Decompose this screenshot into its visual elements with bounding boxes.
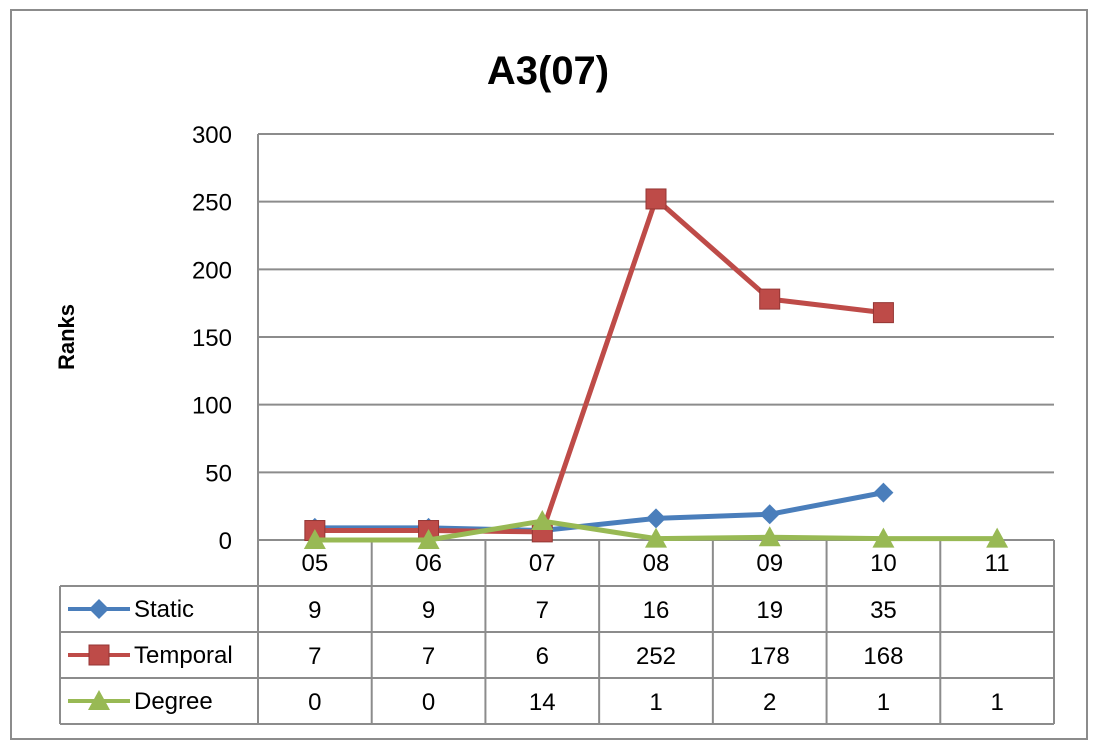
- y-tick-label: 0: [219, 528, 232, 555]
- table-cell: 252: [636, 643, 676, 670]
- data-point: [303, 529, 326, 549]
- table-cell: 9: [308, 597, 321, 624]
- table-cell: 178: [750, 643, 790, 670]
- table-cell: 1: [990, 689, 1003, 716]
- legend-key-marker: [88, 644, 110, 666]
- data-point: [986, 527, 1009, 548]
- series-name: Degree: [134, 688, 213, 715]
- data-point: [646, 508, 666, 529]
- legend-key-marker: [88, 690, 110, 710]
- table-cell: 2: [763, 689, 776, 716]
- x-tick-label: 10: [870, 550, 897, 577]
- table-cell: 19: [756, 597, 783, 624]
- table-cell: 7: [536, 597, 549, 624]
- table-cell: 1: [649, 689, 662, 716]
- table-row: Degree 0 0 14 1 2 1 1: [68, 688, 1004, 716]
- x-tick-label: 05: [302, 550, 329, 577]
- series-lines: [303, 188, 1009, 549]
- x-tick-label: 09: [756, 550, 783, 577]
- data-point: [872, 302, 894, 324]
- data-point: [417, 529, 440, 549]
- y-tick-label: 250: [192, 190, 232, 217]
- series-degree: [303, 510, 1009, 549]
- table-cell: 0: [422, 689, 435, 716]
- data-point: [531, 510, 554, 531]
- series-name: Static: [134, 596, 194, 623]
- data-point: [759, 504, 780, 525]
- y-tick-label: 200: [192, 257, 232, 284]
- data-point: [759, 288, 781, 310]
- table-row: Temporal 7 7 6 252 178 168: [68, 642, 903, 670]
- table-cell: 0: [308, 689, 321, 716]
- series-name: Temporal: [134, 642, 233, 669]
- y-tick-label: 50: [205, 460, 232, 487]
- chart-title: A3(07): [487, 49, 609, 93]
- y-axis-label: Ranks: [54, 304, 79, 370]
- y-tick-labels: 0 50 100 150 200 250 300: [192, 122, 232, 555]
- table-cell: 7: [422, 643, 435, 670]
- data-point: [758, 526, 781, 547]
- series-temporal: [304, 188, 894, 543]
- table-cell: 16: [643, 597, 670, 624]
- table-cell: 7: [308, 643, 321, 670]
- data-point: [873, 482, 894, 503]
- data-point: [645, 527, 667, 548]
- legend-key-marker: [89, 599, 109, 619]
- y-tick-label: 100: [192, 393, 232, 420]
- table-cell: 35: [870, 597, 897, 624]
- chart-frame: [10, 9, 1088, 740]
- table-cell: 168: [863, 643, 903, 670]
- y-tick-label: 150: [192, 325, 232, 352]
- y-tick-label: 300: [192, 122, 232, 149]
- data-point: [872, 527, 895, 548]
- table-cell: 1: [877, 689, 890, 716]
- table-row: Static 9 9 7 16 19 35: [68, 596, 897, 624]
- table-cell: 9: [422, 597, 435, 624]
- x-tick-label: 06: [415, 550, 442, 577]
- series-line: [314, 490, 884, 534]
- table-cell: 6: [536, 643, 549, 670]
- series-line: [314, 196, 884, 535]
- x-tick-label: 11: [985, 550, 1010, 577]
- x-tick-label: 07: [529, 550, 556, 577]
- table-cell: 14: [529, 689, 556, 716]
- x-tick-label: 08: [643, 550, 670, 577]
- data-point: [645, 188, 667, 210]
